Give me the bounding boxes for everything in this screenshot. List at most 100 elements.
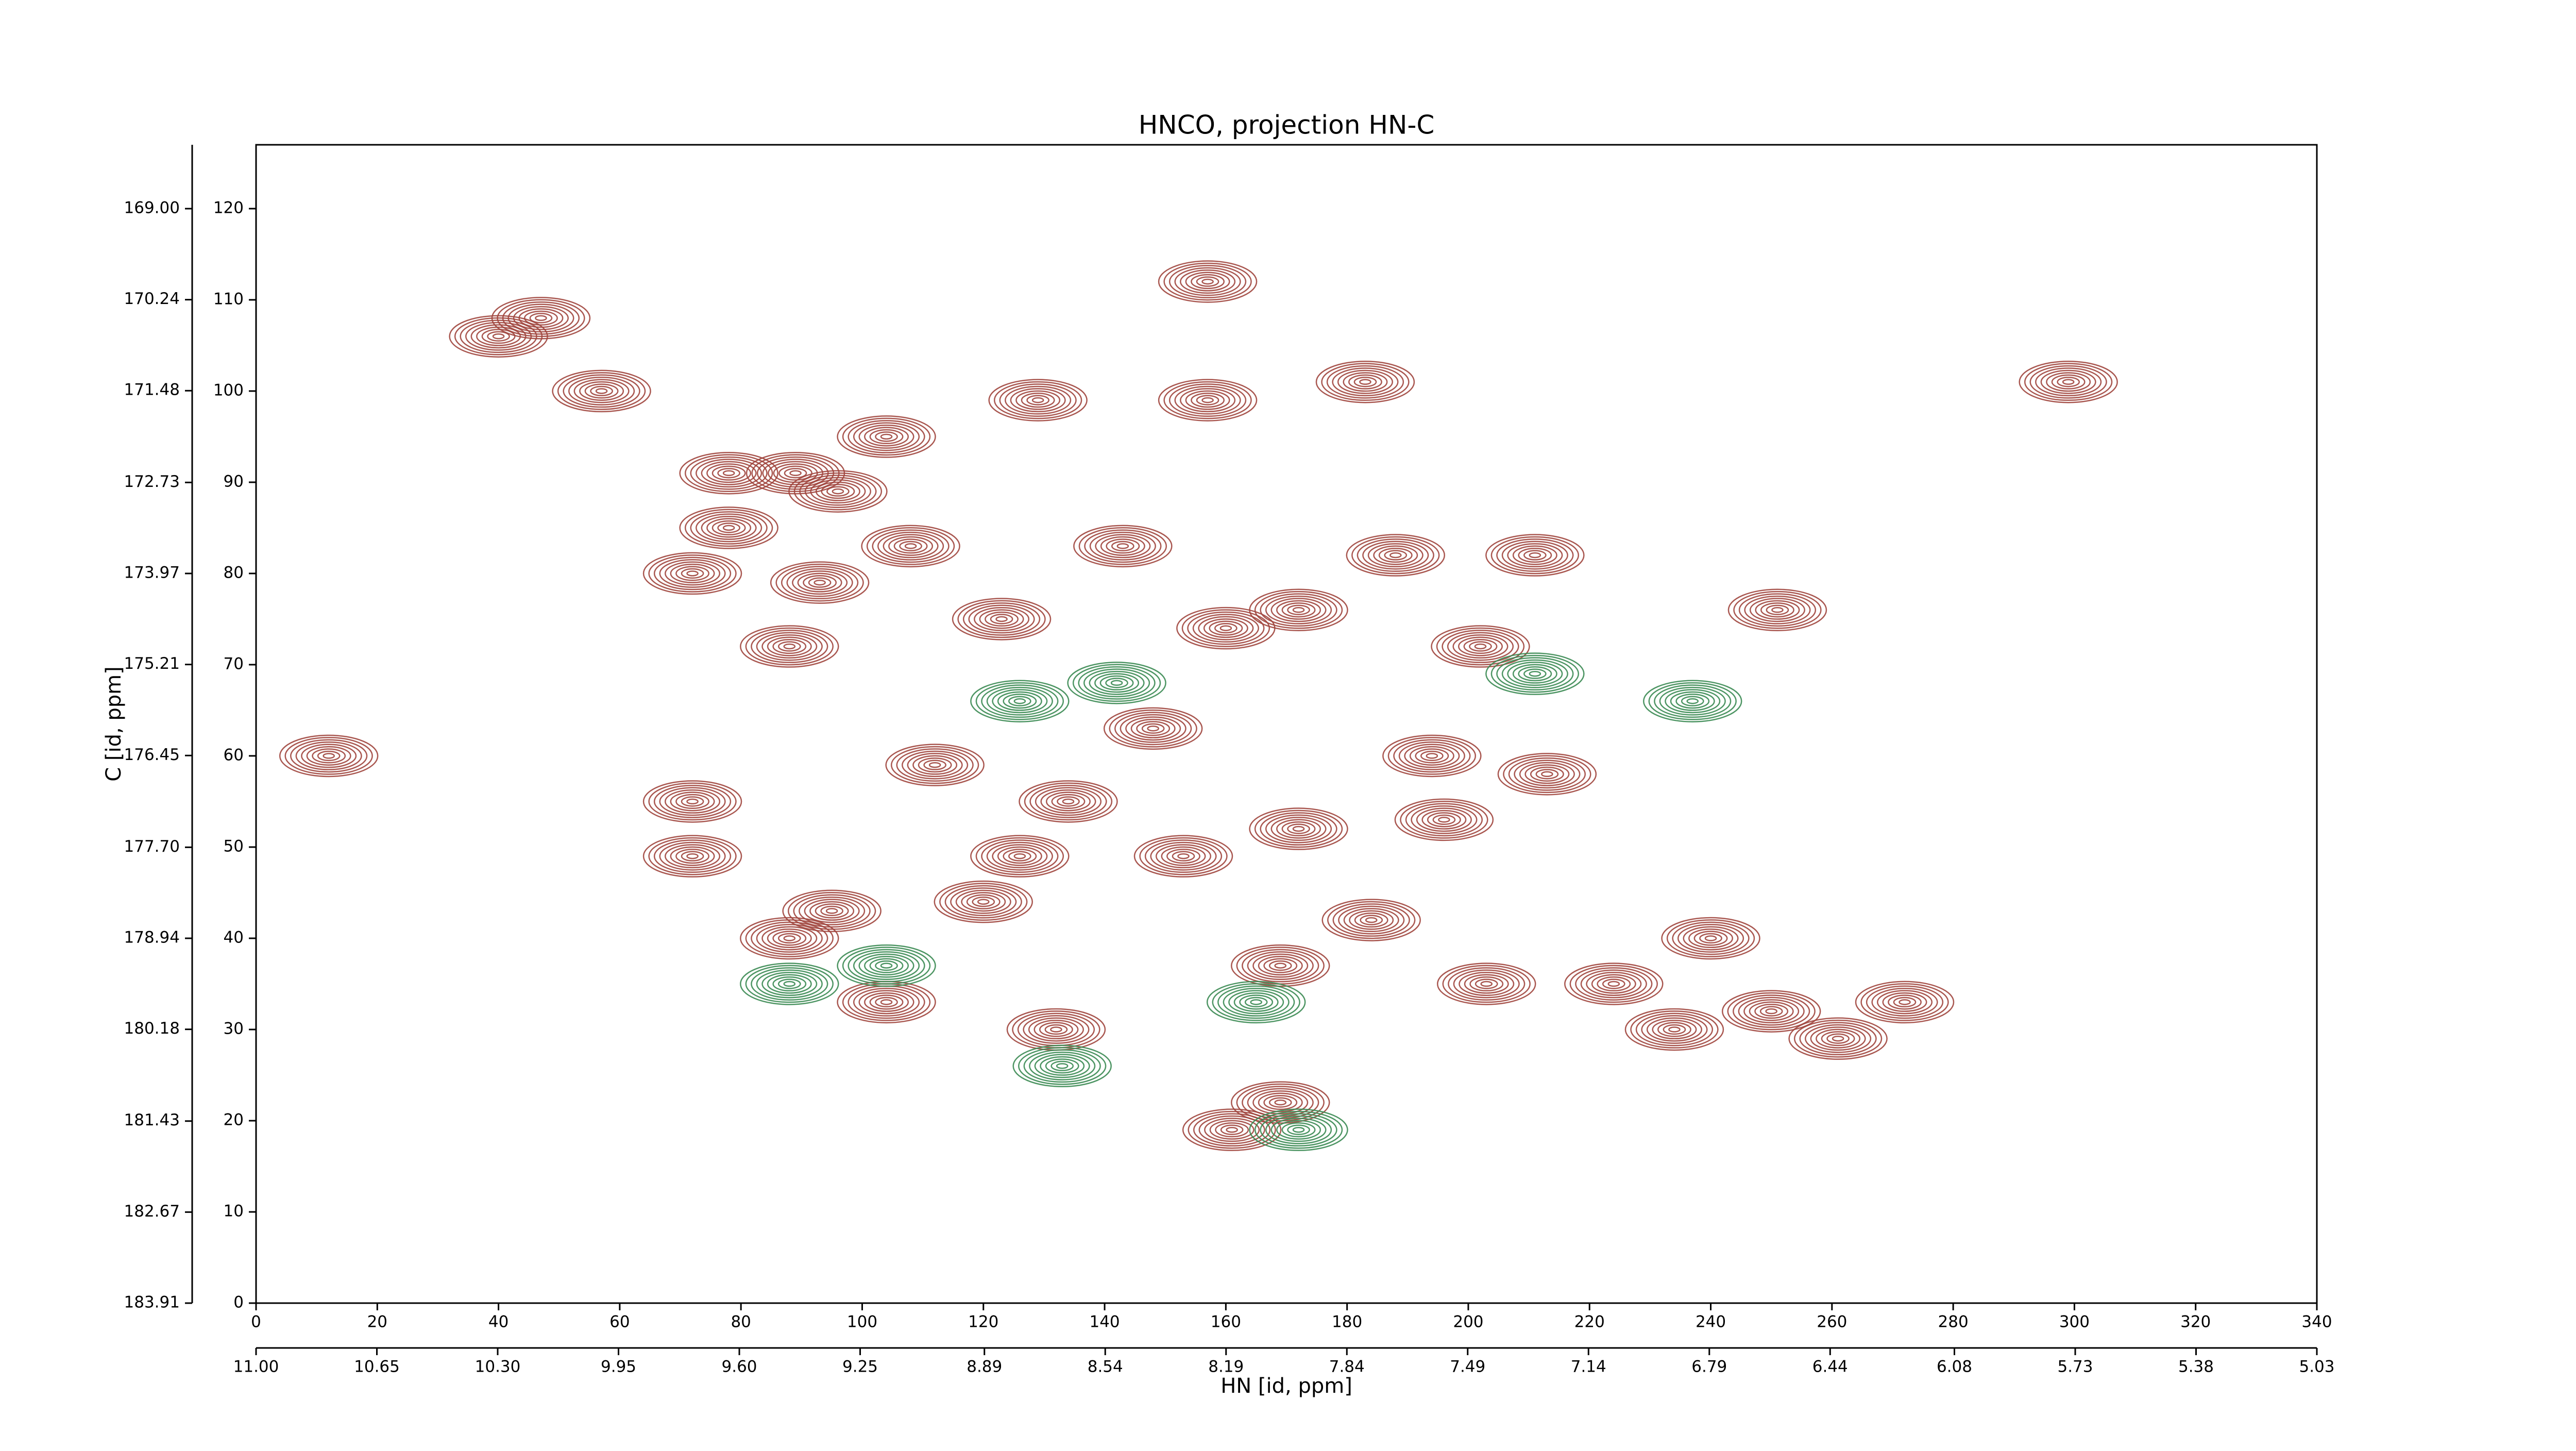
contour-level xyxy=(2057,377,2080,387)
contour-level xyxy=(1028,1017,1084,1042)
contour-level xyxy=(1393,739,1471,773)
contour-level xyxy=(781,566,859,599)
contour-level xyxy=(1469,976,1504,992)
contour-level xyxy=(1252,953,1309,978)
contour-level xyxy=(1663,1024,1686,1035)
x-tick-label: 20 xyxy=(367,1313,387,1331)
contour-level xyxy=(1276,1120,1321,1140)
contour-level xyxy=(1109,710,1197,748)
contour-level xyxy=(1073,525,1173,568)
contour-level xyxy=(952,598,1052,640)
x-tick-label: 180 xyxy=(1332,1313,1362,1331)
contour-level xyxy=(1120,714,1187,743)
contour-level xyxy=(1771,607,1784,613)
contour-level xyxy=(837,944,936,987)
y2-tick-label: 170.24 xyxy=(124,290,180,308)
contour-level xyxy=(1524,764,1570,784)
contour-level xyxy=(1882,992,1927,1012)
contour-level xyxy=(1675,694,1710,709)
contour-level xyxy=(1270,1118,1327,1142)
contour-level xyxy=(761,634,818,659)
contour-level xyxy=(1163,381,1252,419)
contour-level xyxy=(1332,903,1410,937)
contour-level xyxy=(923,760,947,770)
contour-level xyxy=(1276,600,1321,620)
contour-level xyxy=(1196,276,1219,287)
contour-level xyxy=(1230,1081,1330,1124)
contour-level xyxy=(573,379,630,403)
contour-level xyxy=(842,417,931,456)
contour-level xyxy=(1206,981,1306,1024)
contour-level xyxy=(722,525,735,531)
x2-tick-label: 6.08 xyxy=(1937,1358,1972,1376)
contour-level xyxy=(1597,976,1631,992)
contour-level xyxy=(1343,372,1388,392)
contour-level xyxy=(1699,933,1722,944)
contour-level xyxy=(1448,967,1526,1001)
y-tick-label: 50 xyxy=(224,837,244,855)
contour-level xyxy=(767,636,812,656)
contour-level xyxy=(1110,680,1123,686)
contour-level xyxy=(1755,600,1800,620)
contour-level xyxy=(1062,798,1075,805)
contour-level xyxy=(1411,805,1478,834)
contour-level xyxy=(701,515,757,540)
contour-level xyxy=(1367,543,1423,568)
contour-level xyxy=(1501,659,1568,688)
contour-level xyxy=(961,892,1006,912)
contour-level xyxy=(950,887,1017,917)
contour-level xyxy=(1816,1028,1861,1049)
contour-level xyxy=(756,632,823,661)
contour-level xyxy=(1507,543,1563,568)
contour-level xyxy=(1236,947,1325,985)
contour-level xyxy=(772,638,807,654)
contour-level xyxy=(1394,798,1494,841)
contour-level xyxy=(1496,657,1574,691)
contour-level xyxy=(872,529,950,563)
contour-level xyxy=(1050,1026,1062,1033)
y2-tick-label: 175.21 xyxy=(124,654,180,673)
contour-level xyxy=(1409,746,1454,766)
contour-level xyxy=(1743,999,1800,1024)
contour-level xyxy=(476,326,521,346)
contour-level xyxy=(1427,812,1461,828)
contour-level xyxy=(1026,395,1050,406)
contour-level xyxy=(1659,686,1726,716)
contour-level xyxy=(1177,853,1190,859)
y-tick-label: 90 xyxy=(224,472,244,491)
contour-level xyxy=(777,933,801,944)
contour-level xyxy=(1095,534,1151,559)
contour-level xyxy=(1788,1017,1888,1060)
contour-level xyxy=(284,737,373,775)
contour-level xyxy=(1287,604,1310,615)
contour-level xyxy=(848,949,925,983)
contour-level xyxy=(1292,607,1305,613)
y-tick-label: 0 xyxy=(233,1293,244,1312)
contour-level xyxy=(1821,1031,1855,1047)
contour-level xyxy=(279,734,379,778)
contour-level xyxy=(1078,666,1156,700)
contour-level xyxy=(1249,588,1348,631)
contour-level xyxy=(1805,1024,1872,1053)
contour-level xyxy=(290,739,368,773)
contour-level xyxy=(883,534,939,559)
x-tick-label: 80 xyxy=(731,1313,751,1331)
contour-level xyxy=(1223,987,1290,1017)
contour-level xyxy=(1023,1049,1101,1083)
contour-level xyxy=(653,785,732,818)
contour-level xyxy=(470,324,527,349)
contour-level xyxy=(1677,924,1744,953)
contour-level xyxy=(1192,614,1259,643)
contour-level xyxy=(1512,664,1557,684)
y2-tick-label: 182.67 xyxy=(124,1202,180,1221)
contour-level xyxy=(1535,769,1559,780)
contour-level xyxy=(1426,753,1438,759)
contour-level xyxy=(810,479,866,504)
y-tick-label: 120 xyxy=(213,198,244,217)
contour-level xyxy=(1447,632,1514,661)
contour-level xyxy=(1602,978,1625,989)
contour-level xyxy=(1866,985,1944,1019)
contour-level xyxy=(1249,1108,1348,1151)
contour-level xyxy=(1693,931,1728,946)
contour-level xyxy=(481,329,516,344)
